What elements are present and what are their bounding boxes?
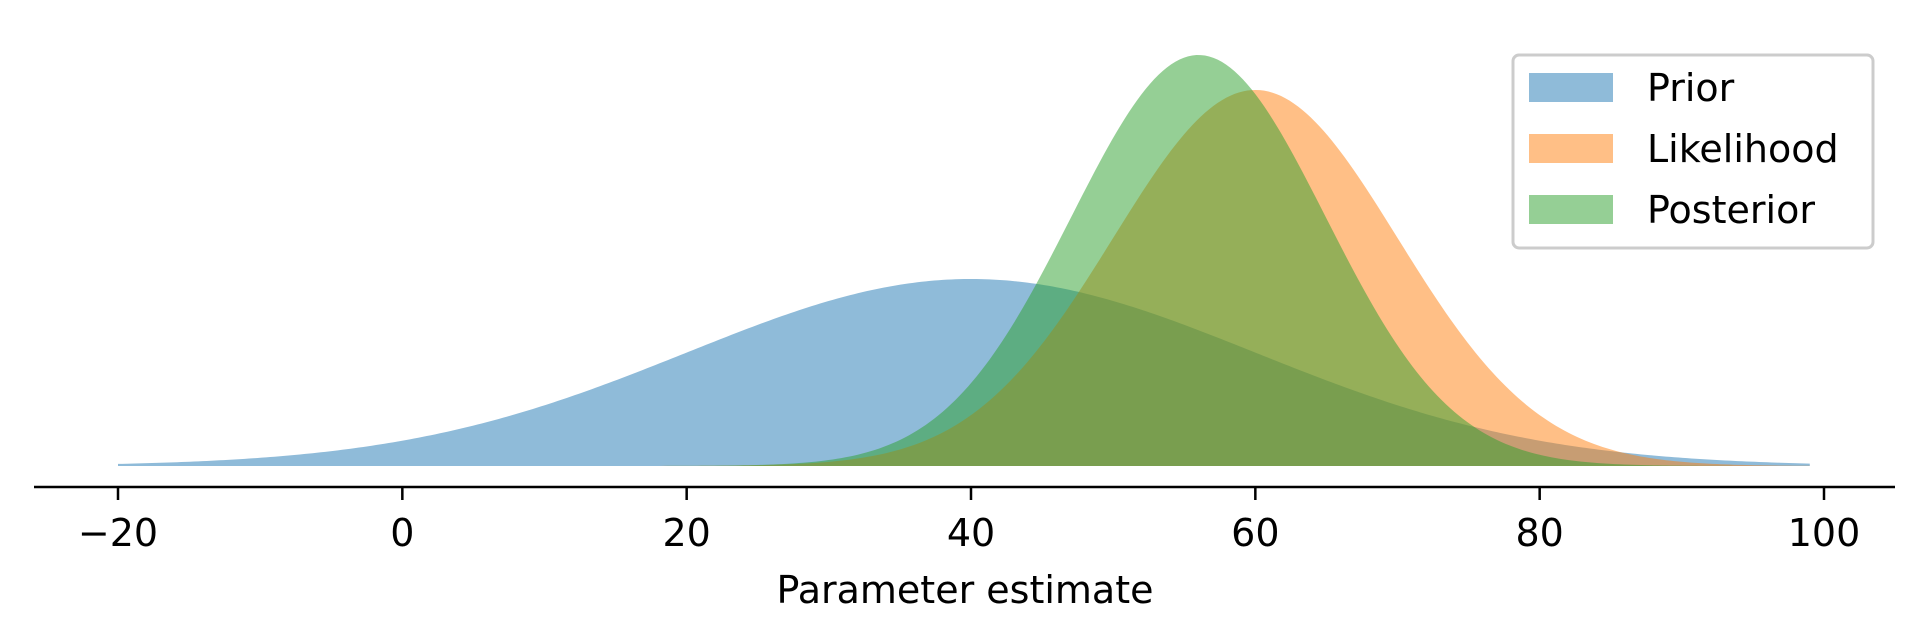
x-tick-label: 80 xyxy=(1515,511,1563,555)
legend-label-prior: Prior xyxy=(1647,66,1735,110)
x-tick-label: 40 xyxy=(947,511,995,555)
x-tick-label: 60 xyxy=(1231,511,1279,555)
legend-label-likelihood: Likelihood xyxy=(1647,127,1839,171)
legend-swatch-posterior xyxy=(1529,195,1613,224)
x-tick-label: −20 xyxy=(78,511,158,555)
x-axis-ticks: −20 0 20 40 60 80 100 xyxy=(78,487,1860,555)
legend-label-posterior: Posterior xyxy=(1647,188,1815,232)
x-tick-label: 20 xyxy=(662,511,710,555)
legend-swatch-prior xyxy=(1529,73,1613,102)
x-tick-label: 100 xyxy=(1788,511,1861,555)
x-axis-label: Parameter estimate xyxy=(777,568,1154,612)
legend-swatch-likelihood xyxy=(1529,134,1613,163)
series-areas xyxy=(118,55,1810,467)
area-posterior xyxy=(118,55,1810,467)
legend: Prior Likelihood Posterior xyxy=(1511,53,1875,250)
x-tick-label: 0 xyxy=(390,511,414,555)
